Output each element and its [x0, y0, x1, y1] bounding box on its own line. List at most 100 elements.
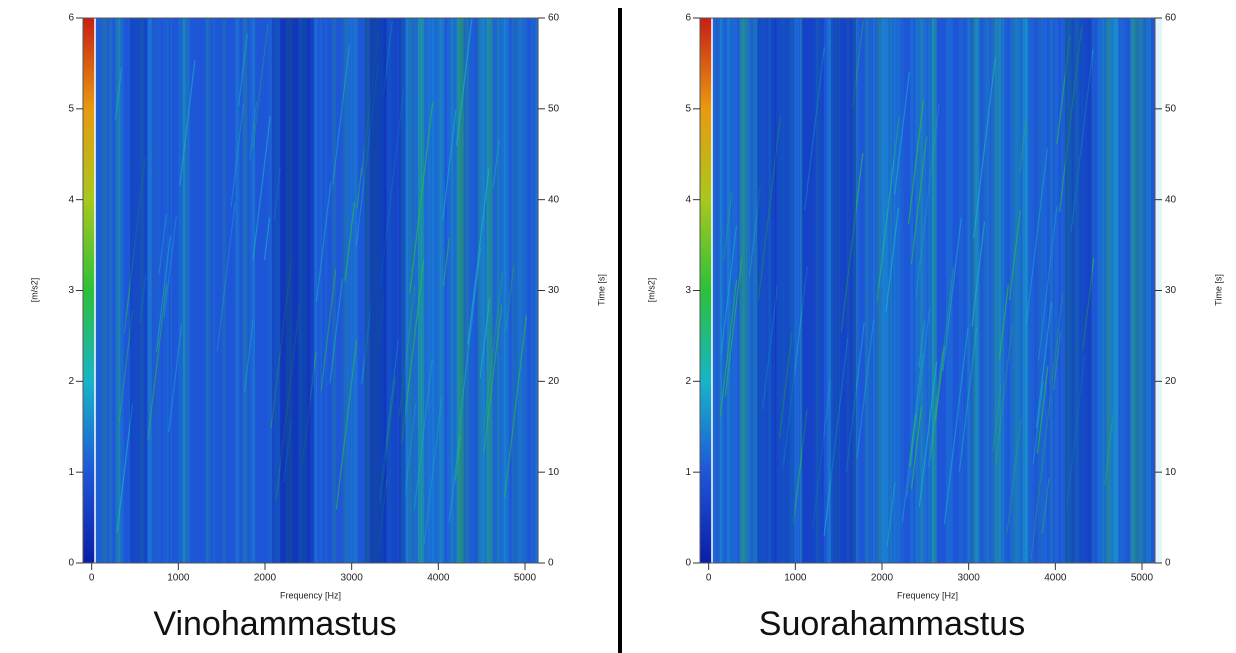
spectrogram-streak — [722, 192, 733, 262]
spectrogram-streak — [720, 226, 737, 354]
spectrogram-streak — [139, 273, 147, 324]
spectrogram-texture — [753, 18, 755, 563]
spectrogram-texture — [493, 18, 500, 563]
spectrogram-texture — [853, 18, 857, 563]
spectrogram-texture — [147, 18, 152, 563]
spectrogram-texture — [447, 18, 454, 563]
spectrogram-texture — [374, 18, 379, 563]
spectrogram-texture — [363, 18, 370, 563]
spectrogram-streak — [356, 167, 363, 209]
spectrogram-texture — [1110, 18, 1116, 563]
y-tick-label: 6 — [68, 13, 74, 24]
spectrogram-texture — [404, 18, 406, 563]
y-tick-label: 2 — [68, 376, 74, 387]
spectrogram-streak — [270, 260, 292, 428]
spectrogram-streak — [249, 101, 258, 160]
spectrogram-streak — [378, 478, 388, 549]
spectrogram-streak — [1036, 366, 1049, 454]
spectrogram-streak — [302, 352, 317, 464]
spectrogram-streak — [1056, 35, 1071, 145]
spectrogram-texture — [738, 18, 746, 563]
spectrogram-texture — [459, 18, 467, 563]
spectrogram-texture — [485, 18, 490, 563]
spectrogram-texture — [439, 18, 442, 563]
spectrogram-texture — [206, 18, 209, 563]
spectrogram-texture — [1025, 18, 1033, 563]
spectrogram-texture — [298, 18, 302, 563]
spectrogram-streak — [908, 414, 917, 467]
spectrogram-texture — [755, 18, 758, 563]
spectrogram-texture — [1002, 18, 1005, 563]
spectrogram-streak — [1035, 302, 1053, 429]
spectrogram-texture — [400, 18, 405, 563]
spectrogram-texture — [845, 18, 849, 563]
spectrogram-texture — [135, 18, 141, 563]
spectrogram-streak — [929, 267, 955, 460]
spectrogram-texture — [165, 18, 169, 563]
y-tick-label: 6 — [685, 13, 691, 24]
spectrogram-texture — [456, 18, 460, 563]
spectrogram-texture — [286, 18, 292, 563]
spectrogram-texture — [431, 18, 435, 563]
y-tick-label: 0 — [68, 558, 74, 569]
spectrogram-texture — [274, 18, 278, 563]
spectrogram-texture — [745, 18, 747, 563]
spectrogram-texture — [129, 18, 133, 563]
spectrogram-texture — [781, 18, 787, 563]
spectrogram-texture — [999, 18, 1005, 563]
spectrogram-texture — [521, 18, 528, 563]
spectrogram-texture — [145, 18, 151, 563]
spectrogram-texture — [242, 18, 247, 563]
spectrogram-texture — [1065, 18, 1071, 563]
spectrogram-dark-band — [271, 18, 311, 563]
spectrogram-texture — [429, 18, 434, 563]
spectrogram-texture — [152, 18, 159, 563]
spectrogram-texture — [511, 18, 515, 563]
spectrogram-texture — [975, 18, 981, 563]
x-tick-label: 3000 — [341, 573, 364, 584]
spectrogram-streak — [852, 20, 864, 107]
y2-tick-label: 0 — [1165, 558, 1171, 569]
spectrogram-texture — [184, 18, 190, 563]
spectrogram-texture — [1114, 18, 1119, 563]
spectrogram-streak — [876, 115, 900, 302]
spectrogram-texture — [371, 18, 377, 563]
spectrogram-streak — [332, 45, 351, 185]
spectrogram-texture — [768, 18, 772, 563]
spectrogram-streak — [1066, 355, 1086, 507]
x-tick-label: 1000 — [784, 573, 807, 584]
spectrogram-streak — [483, 304, 503, 454]
y2-axis-label: Time [s] — [1213, 274, 1223, 306]
spectrogram-streak — [216, 202, 236, 352]
x-tick-label: 5000 — [514, 573, 537, 584]
spectrogram-streak — [275, 305, 301, 501]
spectrogram-texture — [113, 18, 117, 563]
spectrogram-texture — [128, 18, 130, 563]
spectrogram-texture — [747, 18, 751, 563]
y2-tick-label: 50 — [548, 103, 560, 114]
spectrogram-texture — [1014, 18, 1021, 563]
spectrogram-texture — [1063, 18, 1069, 563]
spectrogram-texture — [1106, 18, 1111, 563]
spectrogram-texture — [799, 18, 802, 563]
spectrogram-texture — [1006, 18, 1008, 563]
spectrogram-streak — [423, 397, 443, 544]
spectrogram-texture — [779, 18, 785, 563]
spectrogram-texture — [354, 18, 359, 563]
y-tick-label: 5 — [685, 103, 691, 114]
spectrogram-texture — [300, 18, 308, 563]
spectrogram-streak — [910, 136, 928, 265]
spectrogram-streak — [1032, 381, 1044, 465]
spectrogram-streak — [812, 380, 832, 529]
y-axis-label: [m/s2] — [646, 278, 656, 303]
spectrogram-texture — [1112, 18, 1119, 563]
spectrogram-texture — [302, 18, 309, 563]
spectrogram-texture — [840, 18, 843, 563]
spectrogram-texture — [417, 18, 425, 563]
spectrogram-texture — [95, 18, 102, 563]
spectrogram-texture — [130, 18, 133, 563]
spectrogram-dark-band — [369, 18, 406, 563]
spectrogram-streak — [894, 72, 910, 195]
spectrogram-texture — [536, 18, 539, 563]
spectrogram-texture — [1018, 18, 1024, 563]
